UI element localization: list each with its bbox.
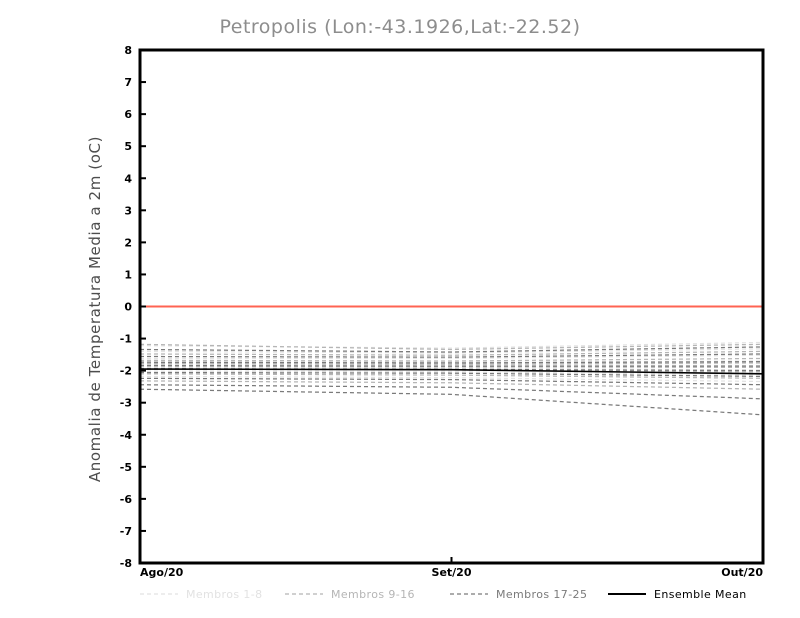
- legend-label: Membros 17-25: [496, 588, 587, 601]
- member-line: [139, 365, 764, 369]
- member-line: [140, 354, 764, 360]
- y-axis-tick-label: 3: [124, 204, 132, 217]
- member-line: [139, 361, 764, 364]
- y-axis-tick-label: 5: [124, 140, 132, 153]
- member-line: [139, 341, 764, 349]
- y-axis-tick-label: -8: [120, 557, 132, 570]
- member-line: [139, 364, 763, 367]
- x-axis-tick-label: Set/20: [432, 566, 472, 579]
- page-title: Petropolis (Lon:-43.1926,Lat:-22.52): [219, 16, 581, 38]
- y-axis-tick-label: 0: [124, 301, 132, 314]
- member-line: [139, 388, 764, 416]
- member-line: [139, 346, 764, 353]
- member-line: [139, 363, 764, 367]
- member-line: [139, 370, 764, 376]
- member-line: [139, 377, 764, 386]
- member-line: [139, 357, 764, 362]
- member-line: [139, 350, 764, 356]
- y-axis-tick-label: -6: [120, 493, 133, 506]
- x-axis-tick-label: Out/20: [721, 566, 763, 579]
- y-axis-tick-label: -7: [120, 525, 132, 538]
- y-axis-tick-label: -4: [120, 429, 133, 442]
- y-axis-tick-label: 6: [124, 108, 132, 121]
- member-line: [139, 380, 764, 390]
- member-line: [139, 353, 764, 358]
- legend-label: Membros 1-8: [186, 588, 263, 601]
- y-axis-tick-label: 7: [124, 76, 132, 89]
- x-axis-tick-label: Ago/20: [140, 566, 184, 579]
- member-line: [139, 366, 764, 371]
- ensemble-mean-line: [139, 368, 764, 375]
- y-axis-tick-label: 4: [124, 172, 132, 185]
- y-axis-tick-label: -5: [120, 461, 132, 474]
- y-axis-tick-label: -1: [120, 333, 132, 346]
- legend-label: Ensemble Mean: [654, 588, 747, 601]
- member-line: [139, 360, 764, 363]
- legend-label: Membros 9-16: [331, 588, 415, 601]
- member-line: [139, 384, 764, 400]
- y-axis-ticks-group: 8 7 6 5 4 3 2 1 0 -1 -2 -3 -4 -5 -6 -7 -8: [120, 44, 146, 570]
- member-line: [139, 375, 764, 383]
- y-axis-tick-label: 1: [124, 268, 132, 281]
- member-line: [139, 343, 764, 351]
- member-line: [139, 362, 764, 365]
- y-axis-tick-label: 8: [124, 44, 132, 57]
- x-axis-ticks-group: Ago/20 Set/20 Out/20: [139, 557, 764, 579]
- member-line: [139, 371, 764, 378]
- member-series-group: [139, 341, 764, 416]
- member-line: [139, 373, 764, 379]
- legend-group: Membros 1-8 Membros 9-16 Membros 17-25 Ense…: [140, 588, 747, 601]
- y-axis-tick-label: 2: [124, 236, 132, 249]
- y-axis-tick-label: -2: [120, 365, 132, 378]
- member-line: [139, 348, 764, 354]
- y-axis-tick-label: -3: [120, 397, 132, 410]
